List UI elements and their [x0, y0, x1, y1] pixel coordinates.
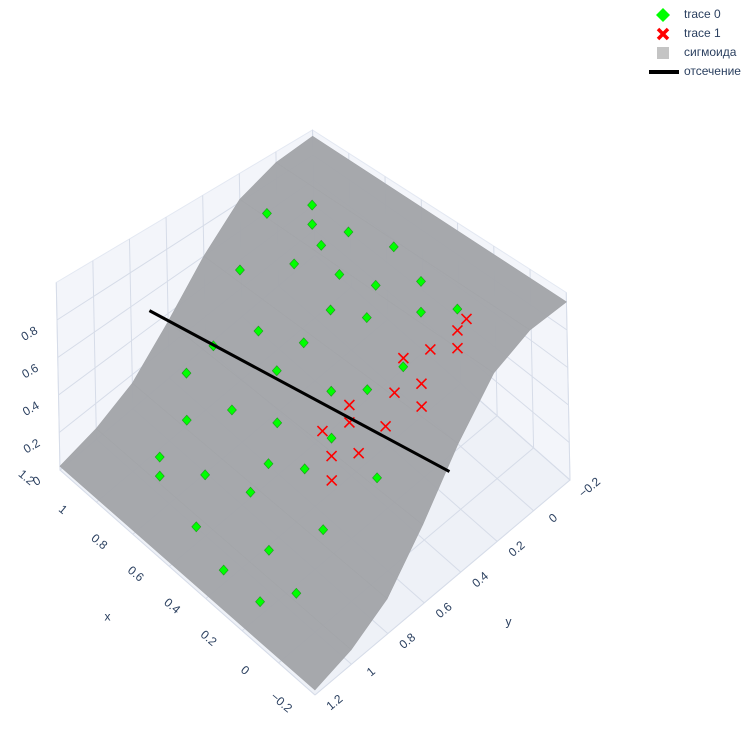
legend-marker — [656, 27, 670, 41]
point — [298, 337, 309, 349]
point — [326, 385, 337, 397]
y-tick-label: 0.8 — [396, 630, 418, 652]
x-tick-label: 0 — [238, 663, 252, 678]
grid-line — [565, 292, 571, 481]
y-tick-label: 0.2 — [506, 538, 528, 560]
x-tick-label: 0.8 — [88, 531, 110, 553]
legend-marker — [657, 47, 669, 59]
point — [460, 313, 473, 325]
point — [416, 275, 426, 287]
y-tick-label: 1 — [364, 664, 378, 679]
legend-label: отсечение — [684, 64, 741, 78]
grid-line — [128, 238, 134, 409]
y-tick-label: 1.2 — [324, 691, 346, 713]
point — [299, 463, 310, 475]
point — [235, 264, 245, 276]
point — [415, 378, 428, 390]
point — [388, 387, 401, 399]
point — [334, 268, 345, 280]
x-axis-title: x — [105, 610, 111, 624]
legend-marker — [656, 8, 670, 22]
point — [200, 469, 211, 481]
point — [353, 447, 365, 459]
y-axis-title: y — [506, 615, 512, 629]
grid-line — [92, 260, 97, 440]
surface-patch — [59, 428, 352, 691]
point — [307, 218, 318, 230]
z-tick-label: 0 — [30, 473, 43, 489]
point — [154, 451, 165, 463]
point — [372, 472, 382, 484]
z-tick-label: 0.2 — [21, 436, 43, 457]
point — [245, 486, 256, 498]
grid-line — [314, 479, 571, 696]
x-tick-label: 1 — [56, 502, 70, 517]
point — [262, 207, 272, 219]
point — [227, 404, 237, 416]
point — [343, 399, 355, 411]
point — [218, 564, 229, 576]
point — [388, 241, 399, 253]
x-tick-label: −0.2 — [268, 689, 295, 715]
point — [154, 470, 165, 482]
y-tick-label: 0.6 — [433, 599, 455, 621]
point — [318, 524, 329, 536]
point — [271, 365, 282, 377]
point — [424, 343, 436, 355]
point — [255, 596, 265, 608]
point — [370, 279, 381, 291]
point — [291, 587, 302, 599]
point — [416, 306, 426, 318]
y-tick-label: −0.2 — [576, 474, 603, 500]
point — [181, 367, 192, 379]
point — [326, 450, 338, 462]
z-tick-label: 0.6 — [19, 361, 41, 382]
point — [263, 458, 274, 470]
point — [181, 414, 192, 426]
x-tick-label: 0.2 — [198, 627, 220, 649]
point — [397, 352, 409, 364]
plot-area — [59, 135, 567, 691]
cutoff-line — [148, 309, 451, 473]
z-tick-label: 0.8 — [19, 323, 41, 344]
x-tick-label: 0.4 — [161, 595, 183, 617]
point — [343, 226, 354, 238]
x-tick-label: 0.6 — [125, 563, 147, 585]
point — [451, 342, 464, 354]
legend-label: trace 1 — [684, 26, 721, 40]
point — [362, 384, 373, 396]
legend: trace 0 trace 1 сигмоида отсечение — [649, 7, 741, 78]
point — [316, 425, 329, 437]
point — [416, 400, 428, 413]
point — [325, 304, 336, 316]
point — [316, 239, 327, 251]
point — [451, 324, 464, 336]
point — [380, 420, 392, 432]
legend-label: сигмоида — [684, 45, 737, 59]
point — [361, 312, 372, 324]
point — [307, 199, 318, 211]
point — [191, 521, 202, 533]
grid-line — [55, 282, 61, 471]
point — [272, 417, 283, 429]
z-tick-label: 0.4 — [20, 398, 42, 419]
grid-line — [59, 469, 316, 696]
point — [264, 544, 274, 556]
point — [253, 325, 264, 337]
y-tick-label: 0 — [546, 510, 560, 525]
point — [326, 474, 338, 487]
point — [452, 303, 463, 315]
point — [289, 258, 300, 270]
y-tick-label: 0.4 — [469, 569, 491, 591]
point — [398, 361, 409, 373]
legend-label: trace 0 — [684, 7, 721, 21]
point — [326, 432, 337, 444]
